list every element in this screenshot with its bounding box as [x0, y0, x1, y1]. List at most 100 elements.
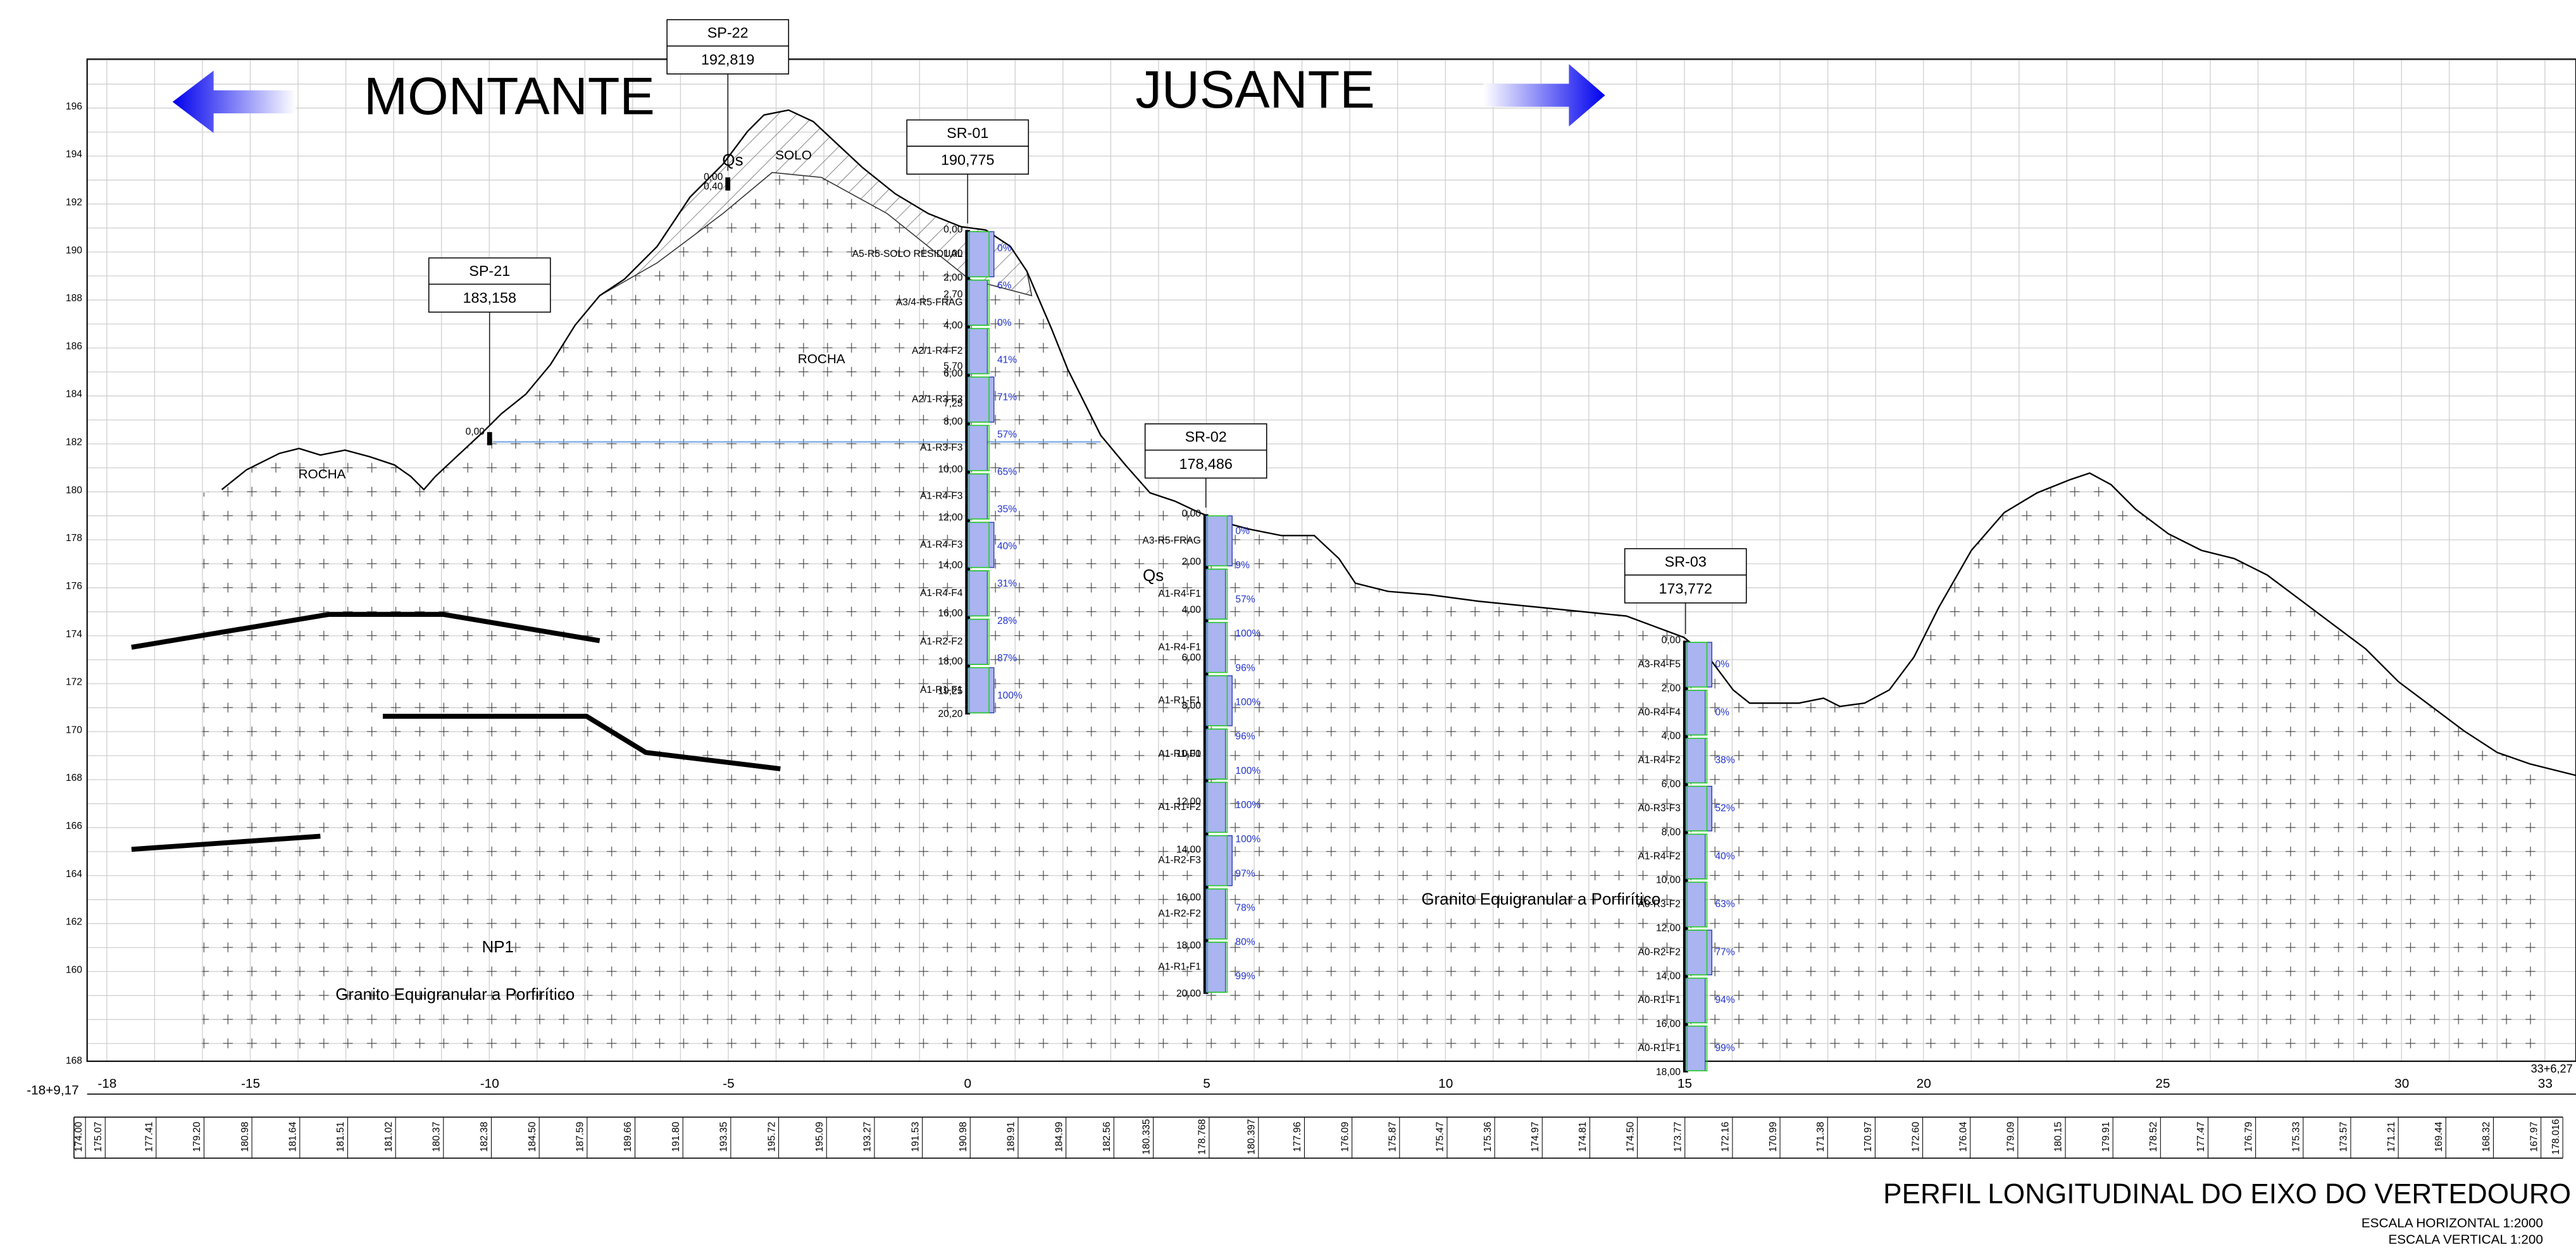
elevation-label: 164 — [66, 869, 82, 880]
recovery-box — [969, 279, 990, 326]
depth-label: 14,00 — [1176, 844, 1201, 855]
elevation-label: 186 — [66, 341, 82, 352]
ground-elevation: 169.44 — [2434, 1121, 2444, 1152]
recovery-box — [969, 521, 990, 568]
ground-elevation: 180.98 — [240, 1122, 251, 1152]
recovery-box — [1686, 642, 1708, 688]
elevation-label: 168 — [66, 1055, 82, 1066]
ground-elevation: 174.50 — [1625, 1121, 1636, 1152]
layer-code: A1-R1-F1 — [1158, 962, 1200, 973]
elevation-label: 160 — [66, 964, 82, 975]
elevation-label: 184 — [66, 389, 82, 400]
core-run — [1685, 833, 1706, 880]
core-run — [1685, 642, 1712, 688]
core-run — [1205, 515, 1233, 566]
layer-code: A0-R1-F1 — [1638, 1043, 1681, 1054]
borehole-id: SR-03 — [1665, 553, 1707, 569]
ground-elevation: 184.50 — [527, 1121, 538, 1152]
depth-label: 2,00 — [1662, 683, 1681, 694]
layer-code: A5-R5-SOLO RESIDUAL — [852, 249, 963, 259]
geo-label: Qs — [1143, 566, 1164, 585]
elevation-label: 196 — [66, 101, 82, 112]
depth-label: 0,00 — [943, 225, 963, 235]
rqd-label: 99% — [1715, 1043, 1735, 1054]
borehole-box — [428, 257, 551, 313]
layer-code: A0-R3-F3 — [1638, 803, 1681, 814]
elevation-label: 176 — [66, 581, 82, 592]
station-label: 0 — [964, 1076, 971, 1091]
elevation-label: 178 — [66, 533, 82, 544]
elevation-label: 188 — [66, 293, 82, 304]
core-run — [1685, 738, 1706, 783]
depth-label: 10,00 — [1176, 749, 1201, 759]
rqd-label: 0% — [1715, 659, 1730, 670]
rqd-label: 100% — [1235, 628, 1260, 639]
core-run — [1205, 781, 1226, 833]
depth-label: 0,00 — [704, 171, 723, 182]
depth-label: 2,00 — [1182, 557, 1202, 568]
recovery-box — [1207, 728, 1228, 780]
upstream-arrow — [172, 70, 296, 134]
layer-code: A1-R1-F1 — [1158, 695, 1200, 706]
rqd-label: 0% — [1715, 707, 1730, 718]
layer-code: A3/4-R5-FRAG — [896, 297, 963, 308]
recovery-box — [1686, 1025, 1708, 1071]
ground-elevation: 181.64 — [287, 1121, 298, 1152]
ground-elevation: 172.16 — [1720, 1122, 1731, 1152]
core-run — [967, 425, 988, 471]
core-run — [967, 570, 988, 617]
rqd-label: 38% — [1715, 755, 1735, 766]
depth-label: 12,00 — [938, 512, 963, 523]
ground-elevation: 181.51 — [335, 1122, 346, 1152]
borehole-shaft — [487, 432, 492, 445]
ground-elevation: 189.91 — [1006, 1122, 1017, 1152]
depth-label: 18,00 — [1176, 940, 1201, 951]
rqd-label: 100% — [1235, 697, 1260, 708]
depth-label: 8,00 — [943, 416, 963, 427]
ground-elevation: 180.15 — [2053, 1122, 2064, 1152]
rqd-label: 94% — [1715, 995, 1735, 1005]
depth-label: 4,00 — [943, 320, 963, 331]
scale-note: ESCALA HORIZONTAL 1:2000 — [2361, 1216, 2543, 1231]
elevation-label: 170 — [66, 725, 82, 735]
rqd-label: 31% — [997, 578, 1017, 589]
depth-label: 7,25 — [943, 398, 962, 409]
layer-code: A1-R4-F4 — [920, 588, 963, 599]
ground-elevation: 182.56 — [1102, 1122, 1112, 1152]
rqd-label: 0% — [1235, 526, 1250, 537]
depth-label: 6,00 — [943, 368, 963, 379]
elevation-label: 172 — [66, 677, 82, 688]
core-run — [967, 667, 995, 714]
ground-elevation: 171.21 — [2386, 1122, 2397, 1152]
ground-elevation: 179.20 — [192, 1121, 202, 1152]
recovery-box — [1207, 942, 1228, 993]
borehole-elevation: 183,158 — [463, 290, 516, 306]
ground-elevation: 179.91 — [2101, 1122, 2112, 1152]
depth-label: 6,00 — [1662, 779, 1681, 790]
recovery-box — [1207, 621, 1228, 673]
borehole-id: SP-21 — [469, 263, 510, 279]
elevation-label: 180 — [66, 485, 82, 495]
station-label: 20 — [1917, 1076, 1931, 1091]
ground-elevation: 174.00 — [73, 1121, 84, 1152]
depth-label: 2,70 — [943, 289, 963, 300]
core-run — [967, 473, 988, 520]
ground-elevation: 180.335 — [1141, 1119, 1152, 1154]
upstream-label: MONTANTE — [364, 66, 655, 125]
depth-label: 20,20 — [938, 709, 963, 719]
rqd-label: 28% — [997, 616, 1017, 626]
elevation-label: 190 — [66, 245, 82, 256]
layer-code: A0-R2-F2 — [1638, 947, 1681, 957]
rqd-label: 6% — [997, 280, 1012, 291]
rqd-label: 78% — [1235, 902, 1255, 913]
borehole-elevation: 190,775 — [941, 152, 994, 168]
layer-code: A1-R4-F3 — [920, 491, 962, 502]
rqd-label: 52% — [1715, 803, 1735, 814]
layer-code: A2/1-R3-F3 — [912, 394, 962, 405]
ground-elevation: 177.47 — [2196, 1122, 2206, 1152]
depth-label: 12,00 — [1176, 797, 1201, 807]
recovery-box — [1686, 977, 1708, 1024]
ground-elevation: 168.32 — [2481, 1122, 2492, 1152]
rqd-label: 65% — [997, 466, 1017, 477]
